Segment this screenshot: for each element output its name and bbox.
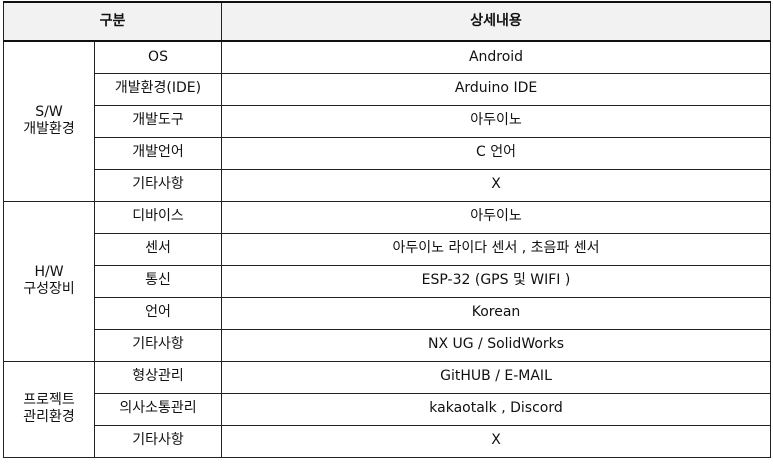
item-cell: 언어 xyxy=(93,296,223,330)
detail-cell: Arduino IDE xyxy=(221,72,772,106)
group-label-line2: 관리환경 xyxy=(23,409,75,425)
detail-cell: kakaotalk , Discord xyxy=(221,392,772,426)
detail-cell: X xyxy=(221,168,772,202)
detail-cell: NX UG / SolidWorks xyxy=(221,328,772,362)
detail-cell: X xyxy=(221,424,772,458)
header-category: 구분 xyxy=(2,1,223,42)
table-row: 프로젝트 관리환경 형상관리 GitHUB / E-MAIL xyxy=(3,360,772,458)
group-label-line2: 구성장비 xyxy=(23,281,75,297)
item-cell: OS xyxy=(93,40,223,74)
item-cell: 개발언어 xyxy=(93,136,223,170)
table-row: 언어 Korean xyxy=(4,296,772,330)
detail-cell: 아두이노 라이다 센서 , 초음파 센서 xyxy=(221,232,772,266)
item-cell: 형상관리 xyxy=(93,360,223,394)
detail-cell: C 언어 xyxy=(221,136,772,170)
table-row: S/W 개발환경 OS Android xyxy=(3,40,772,202)
group-cell-hw: H/W 구성장비 xyxy=(3,200,95,362)
item-cell: 센서 xyxy=(93,232,223,266)
item-cell: 기타사항 xyxy=(93,424,223,458)
spec-table: 구분 상세내용 S/W 개발환경 OS Android 개발환경(IDE) Ar… xyxy=(2,1,772,458)
item-cell: 개발도구 xyxy=(93,104,223,138)
table-row: 개발도구 아두이노 xyxy=(4,104,772,138)
group-label-line1: H/W xyxy=(34,263,64,280)
item-cell: 디바이스 xyxy=(93,200,223,234)
group-cell-project: 프로젝트 관리환경 xyxy=(3,360,95,458)
header-detail: 상세내용 xyxy=(221,1,772,42)
group-label-line2: 개발환경 xyxy=(23,121,75,138)
table-row: 센서 아두이노 라이다 센서 , 초음파 센서 xyxy=(4,232,772,266)
item-cell: 개발환경(IDE) xyxy=(93,72,223,106)
table-row: H/W 구성장비 디바이스 아두이노 xyxy=(3,200,772,362)
detail-cell: Korean xyxy=(221,296,772,330)
header-row: 구분 상세내용 xyxy=(2,1,772,42)
table-row: 의사소통관리 kakaotalk , Discord xyxy=(4,392,772,426)
item-cell: 기타사항 xyxy=(93,168,223,202)
detail-cell: GitHUB / E-MAIL xyxy=(221,360,772,394)
item-cell: 통신 xyxy=(93,264,223,298)
detail-cell: ESP-32 (GPS 및 WIFI ) xyxy=(221,264,772,298)
detail-cell: 아두이노 xyxy=(221,104,772,138)
item-cell: 의사소통관리 xyxy=(93,392,223,426)
group-label-line1: 프로젝트 xyxy=(23,391,75,408)
table-row: 기타사항 X xyxy=(4,424,772,458)
table-row: 기타사항 X xyxy=(4,168,772,202)
detail-cell: Android xyxy=(221,40,772,74)
table-row: 개발언어 C 언어 xyxy=(4,136,772,170)
group-cell-sw: S/W 개발환경 xyxy=(3,40,95,202)
item-cell: 기타사항 xyxy=(93,328,223,362)
table-row: 기타사항 NX UG / SolidWorks xyxy=(4,328,772,362)
group-label-line1: S/W xyxy=(35,103,63,120)
table-row: 통신 ESP-32 (GPS 및 WIFI ) xyxy=(4,264,772,298)
detail-cell: 아두이노 xyxy=(221,200,772,234)
table-row: 개발환경(IDE) Arduino IDE xyxy=(4,72,772,106)
